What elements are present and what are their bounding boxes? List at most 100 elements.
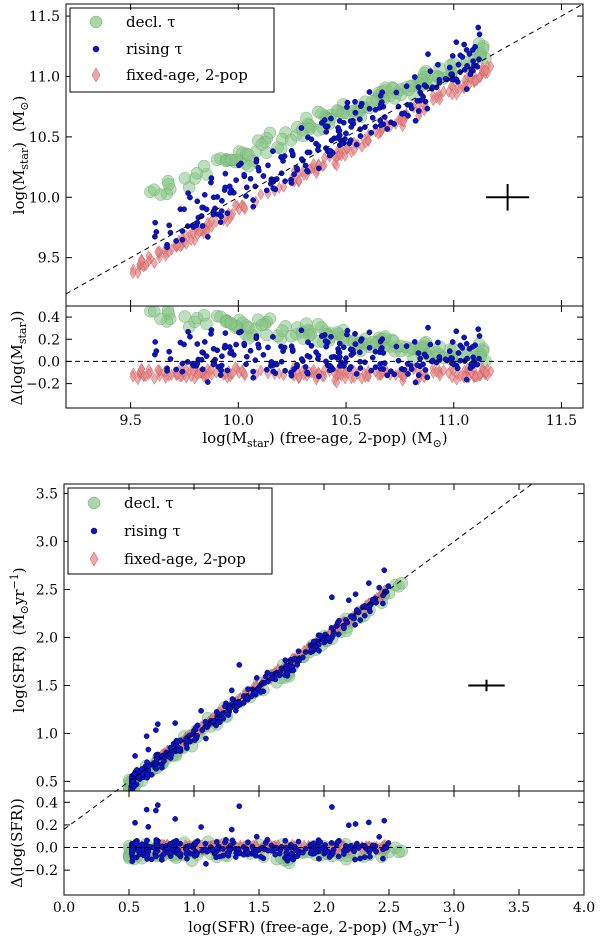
residual-point-rising — [265, 344, 271, 351]
point-rising — [253, 158, 260, 165]
point-rising — [240, 700, 247, 706]
residual-point-decl — [395, 844, 408, 858]
residual-point-rising — [153, 807, 159, 814]
point-fixed — [333, 159, 341, 172]
point-fixed — [372, 125, 379, 138]
point-rising — [260, 173, 267, 179]
xtick-label: 0.5 — [118, 900, 140, 916]
residual-point-rising — [334, 838, 341, 845]
point-rising — [316, 647, 322, 654]
point-rising — [186, 732, 193, 739]
residual-point-fixed — [162, 371, 170, 384]
residual-point-rising — [144, 852, 151, 859]
point-rising — [369, 114, 376, 121]
point-rising — [203, 735, 209, 742]
point-rising — [380, 592, 386, 599]
sfr-ylabel-unit-mid: yr — [10, 589, 28, 606]
residual-point-rising — [373, 848, 379, 855]
point-rising — [328, 137, 335, 144]
point-rising — [329, 594, 335, 601]
point-rising — [455, 61, 462, 68]
ytick-label: 11.5 — [29, 9, 60, 25]
point-rising — [347, 118, 354, 124]
ytick-label: 0.0 — [38, 354, 60, 370]
point-rising — [405, 112, 411, 119]
point-rising — [476, 31, 483, 38]
point-rising — [461, 41, 467, 48]
residual-point-rising — [457, 357, 464, 364]
residual-point-rising — [326, 854, 333, 860]
residual-point-rising — [352, 856, 358, 863]
residual-point-rising — [187, 333, 193, 340]
point-rising — [288, 180, 295, 186]
point-rising — [302, 162, 309, 169]
residual-point-rising — [294, 361, 300, 368]
residual-point-rising — [278, 343, 284, 350]
point-fixed — [321, 152, 328, 165]
point-rising — [352, 98, 358, 105]
point-rising — [328, 625, 335, 631]
ytick-label: 0.2 — [38, 332, 60, 348]
point-rising — [369, 596, 376, 603]
residual-point-fixed — [129, 370, 137, 383]
point-rising — [377, 122, 384, 129]
point-rising — [153, 229, 160, 235]
point-fixed — [358, 140, 366, 153]
residual-point-rising — [415, 350, 422, 356]
ytick-label: 0.5 — [36, 774, 58, 790]
residual-point-rising — [222, 330, 229, 336]
residual-point-rising — [436, 354, 443, 360]
point-rising — [243, 193, 249, 199]
xtick-label: 3.0 — [443, 900, 465, 916]
point-rising — [194, 733, 201, 739]
point-fixed — [440, 85, 448, 98]
residual-point-rising — [184, 855, 190, 862]
point-rising — [222, 184, 228, 191]
point-rising — [376, 584, 383, 591]
residual-point-rising — [377, 365, 384, 372]
residual-point-rising — [154, 802, 161, 808]
point-rising — [185, 190, 191, 196]
point-fixed — [280, 181, 288, 193]
residual-point-rising — [378, 346, 384, 353]
point-rising — [152, 233, 158, 240]
point-rising — [436, 76, 443, 83]
residual-point-rising — [255, 341, 262, 348]
residual-point-rising — [369, 354, 376, 361]
residual-point-fixed — [358, 372, 366, 385]
point-rising — [152, 219, 159, 226]
residual-point-rising — [372, 364, 379, 370]
point-rising — [236, 662, 243, 668]
point-rising — [318, 120, 325, 126]
point-rising — [208, 175, 215, 181]
residual-point-rising — [224, 367, 231, 374]
xtick-label: 0.0 — [53, 900, 75, 916]
point-rising — [366, 105, 373, 112]
point-rising — [252, 689, 259, 696]
residual-point-rising — [476, 333, 483, 339]
residual-point-rising — [133, 838, 140, 844]
residual-point-rising — [199, 366, 206, 373]
residual-point-decl — [255, 318, 268, 332]
point-rising — [357, 617, 364, 623]
point-rising — [228, 687, 235, 694]
residual-point-fixed — [182, 371, 190, 384]
residual-point-rising — [179, 360, 186, 367]
xtick-label: 10.0 — [223, 413, 254, 429]
residual-point-rising — [316, 373, 322, 380]
ytick-label: 10.5 — [29, 130, 60, 146]
point-rising — [263, 187, 270, 194]
sfr-xlabel-sym: ⊙ — [413, 926, 422, 938]
point-rising — [343, 130, 349, 137]
xtick-label: 9.5 — [119, 413, 141, 429]
point-decl — [284, 134, 298, 147]
point-rising — [427, 68, 434, 75]
residual-point-rising — [228, 826, 235, 833]
residual-point-rising — [352, 341, 359, 348]
residual-point-decl — [284, 330, 298, 343]
mass-legend-decl-marker — [89, 15, 103, 29]
sfr-residual-panel: −0.2 0.0 0.2 0.4 0.0 0.5 1.0 1.5 2.0 2.5 3.0 3.5 4.… — [8, 484, 595, 938]
point-rising — [357, 103, 364, 110]
point-decl — [395, 576, 408, 590]
residual-point-rising — [401, 366, 408, 373]
